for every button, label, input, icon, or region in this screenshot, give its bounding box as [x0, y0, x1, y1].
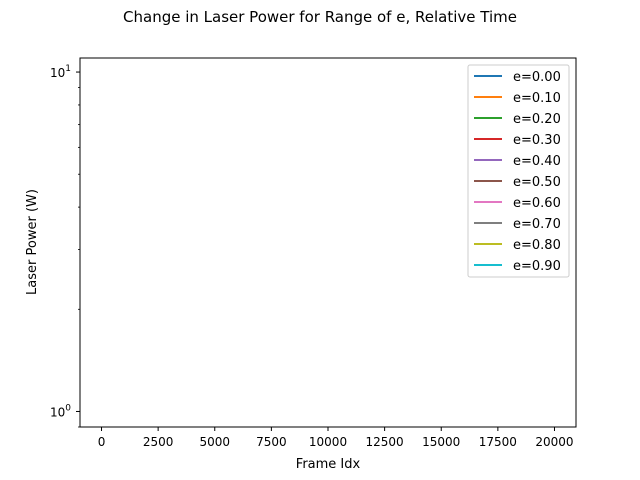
legend-label: e=0.30	[513, 133, 561, 148]
legend-label: e=0.20	[513, 112, 561, 127]
legend: e=0.00 e=0.10 e=0.20 e=0.30 e=0.40 e=0.50 e=0.…	[467, 64, 570, 278]
legend-label: e=0.00	[513, 70, 561, 85]
y-tick-label: 101	[50, 64, 71, 80]
legend-label: e=0.40	[513, 154, 561, 169]
x-tick-label: 10000	[309, 435, 347, 449]
legend-label: e=0.10	[513, 91, 561, 106]
legend-label: e=0.50	[513, 175, 561, 190]
x-tick-label: 5000	[199, 435, 230, 449]
legend-label: e=0.60	[513, 196, 561, 211]
x-axis-ticks: 0 2500 5000 7500 10000 12500 15000 17500 20000	[98, 427, 574, 449]
legend-label: e=0.80	[513, 238, 561, 253]
y-axis-label: Laser Power (W)	[25, 189, 40, 295]
chart-title: Change in Laser Power for Range of e, Re…	[123, 8, 517, 26]
x-tick-label: 2500	[143, 435, 174, 449]
x-tick-label: 20000	[535, 435, 573, 449]
y-axis-ticks: 100 101	[50, 64, 80, 428]
y-tick-label: 100	[50, 403, 71, 419]
x-tick-label: 17500	[479, 435, 517, 449]
x-tick-label: 15000	[422, 435, 460, 449]
x-axis-label: Frame Idx	[296, 457, 361, 472]
x-tick-label: 0	[98, 435, 106, 449]
legend-label: e=0.90	[513, 259, 561, 274]
x-tick-label: 7500	[256, 435, 287, 449]
x-tick-label: 12500	[366, 435, 404, 449]
legend-label: e=0.70	[513, 217, 561, 232]
